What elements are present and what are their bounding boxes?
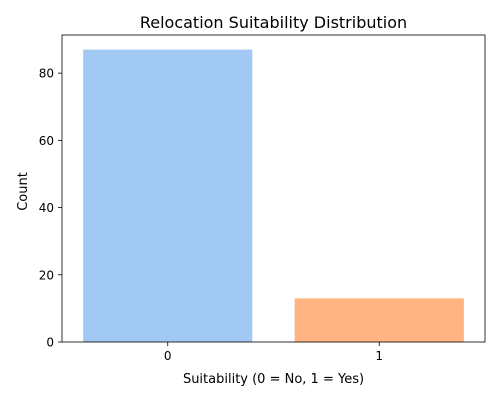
x-tick-label-0: 0: [164, 349, 172, 363]
y-tick-label-20: 20: [39, 268, 54, 282]
y-tick-label-80: 80: [39, 67, 54, 81]
x-tick-label-1: 1: [375, 349, 383, 363]
bar-0: [83, 49, 253, 342]
y-tick-label-0: 0: [46, 336, 54, 350]
y-tick-label-40: 40: [39, 201, 54, 215]
chart-title: Relocation Suitability Distribution: [140, 13, 407, 32]
x-axis-label: Suitability (0 = No, 1 = Yes): [183, 372, 364, 387]
y-tick-label-60: 60: [39, 134, 54, 148]
y-axis-label: Count: [16, 172, 31, 211]
axes-frame: [61, 34, 486, 343]
bar-1: [294, 298, 464, 342]
